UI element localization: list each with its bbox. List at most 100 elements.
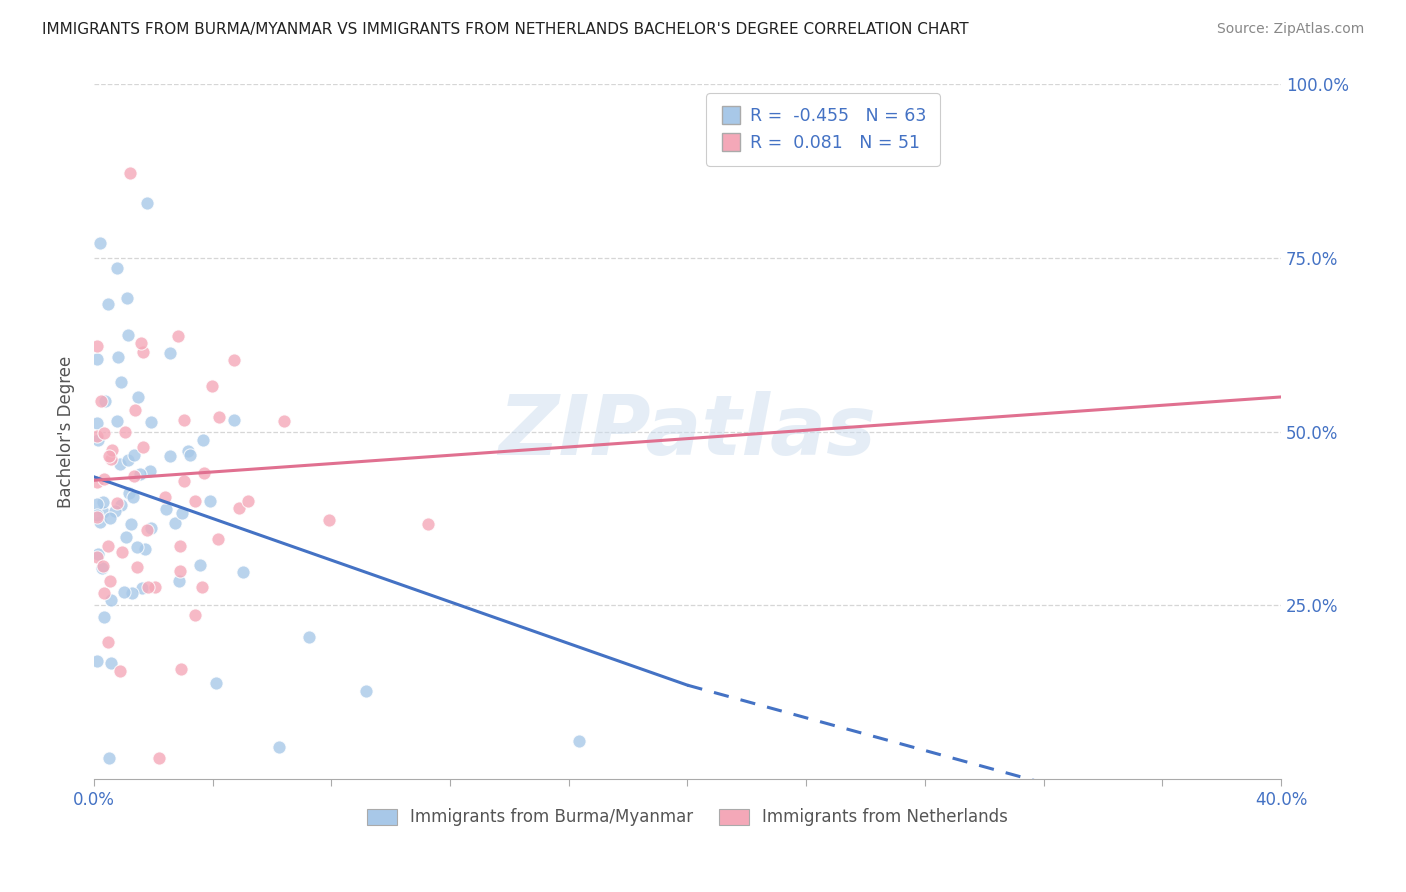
Point [172, 506, 194, 520]
Point [269, 740, 291, 755]
Point [159, 449, 181, 463]
Point [184, 608, 207, 623]
Point [110, 457, 132, 471]
Point [273, 415, 295, 429]
Point [110, 498, 132, 512]
Point [117, 453, 139, 467]
Point [155, 501, 177, 516]
Point [114, 425, 136, 439]
Point [193, 466, 215, 480]
Point [127, 390, 149, 404]
Point [93, 609, 115, 624]
Point [86, 339, 108, 353]
Point [90, 561, 112, 575]
Point [131, 336, 153, 351]
Point [124, 469, 146, 483]
Point [143, 580, 166, 594]
Point [86, 549, 108, 564]
Point [131, 345, 153, 359]
Point [141, 521, 163, 535]
Point [120, 166, 142, 180]
Point [86, 654, 108, 668]
Point [112, 584, 135, 599]
Point [98, 574, 121, 589]
Point [94, 393, 117, 408]
Point [200, 494, 222, 508]
Point [238, 494, 260, 508]
Point [90, 394, 112, 409]
Point [191, 580, 214, 594]
Point [120, 517, 142, 532]
Point [101, 443, 124, 458]
Point [107, 350, 129, 364]
Point [89, 236, 111, 251]
Point [169, 539, 191, 553]
Point [416, 517, 439, 532]
Point [129, 467, 152, 482]
Point [159, 345, 181, 359]
Point [124, 448, 146, 462]
Point [134, 542, 156, 557]
Point [93, 586, 115, 600]
Point [121, 491, 143, 505]
Point [105, 496, 128, 510]
Point [153, 490, 176, 504]
Point [108, 665, 131, 679]
Point [97, 635, 120, 649]
Point [139, 464, 162, 478]
Point [105, 261, 128, 276]
Point [207, 532, 229, 546]
Point [97, 539, 120, 553]
Point [173, 413, 195, 427]
Point [86, 510, 108, 524]
Point [96, 297, 118, 311]
Point [200, 379, 222, 393]
Point [318, 514, 340, 528]
Point [89, 515, 111, 529]
Point [91, 495, 114, 509]
Point [87, 434, 110, 448]
Point [141, 415, 163, 429]
Point [222, 413, 245, 427]
Point [104, 504, 127, 518]
Point [97, 751, 120, 765]
Point [100, 593, 122, 607]
Point [356, 684, 378, 698]
Point [165, 516, 187, 530]
Text: Source: ZipAtlas.com: Source: ZipAtlas.com [1216, 22, 1364, 37]
Point [98, 450, 121, 464]
Point [170, 661, 193, 675]
Point [98, 511, 121, 525]
Point [86, 352, 108, 367]
Point [228, 500, 250, 515]
Point [298, 630, 321, 644]
Point [86, 508, 108, 523]
Point [124, 403, 146, 417]
Point [179, 448, 201, 462]
Point [100, 656, 122, 670]
Point [167, 328, 190, 343]
Point [169, 564, 191, 578]
Point [93, 425, 115, 440]
Text: IMMIGRANTS FROM BURMA/MYANMAR VS IMMIGRANTS FROM NETHERLANDS BACHELOR'S DEGREE C: IMMIGRANTS FROM BURMA/MYANMAR VS IMMIGRA… [42, 22, 969, 37]
Point [188, 558, 211, 573]
Point [86, 428, 108, 442]
Point [135, 523, 157, 537]
Legend: Immigrants from Burma/Myanmar, Immigrants from Netherlands: Immigrants from Burma/Myanmar, Immigrant… [360, 802, 1015, 833]
Point [232, 566, 254, 580]
Point [93, 472, 115, 486]
Point [127, 540, 149, 554]
Point [91, 558, 114, 573]
Point [115, 530, 138, 544]
Point [148, 751, 170, 765]
Point [125, 560, 148, 574]
Point [205, 676, 228, 690]
Point [224, 352, 246, 367]
Point [110, 375, 132, 389]
Point [169, 574, 191, 588]
Point [117, 327, 139, 342]
Point [132, 440, 155, 454]
Point [567, 734, 589, 748]
Point [207, 409, 229, 424]
Point [177, 444, 200, 458]
